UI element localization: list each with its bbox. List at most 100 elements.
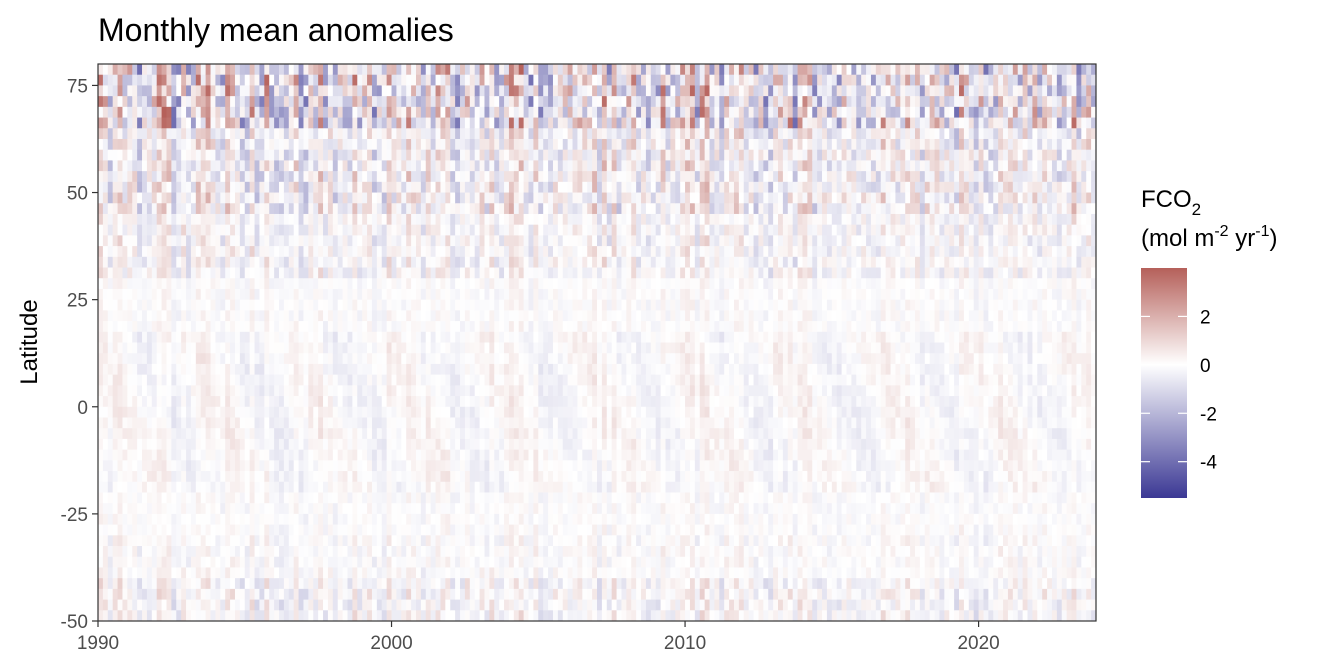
heatmap-cell (396, 438, 402, 451)
heatmap-cell (420, 171, 427, 183)
heatmap-cell (347, 106, 353, 119)
heatmap-cell (225, 192, 231, 204)
heatmap-cell (504, 299, 510, 311)
heatmap-cell (440, 267, 446, 279)
heatmap-cell (523, 503, 530, 515)
heatmap-cell (98, 535, 104, 547)
heatmap-cell (210, 149, 217, 161)
heatmap-cell (357, 128, 363, 140)
heatmap-cell (298, 181, 305, 194)
heatmap-cell (210, 396, 217, 408)
heatmap-cell (327, 460, 334, 472)
heatmap-cell (249, 128, 256, 140)
heatmap-cell (450, 342, 456, 354)
heatmap-cell (548, 224, 554, 236)
heatmap-cell (533, 128, 539, 140)
heatmap-cell (156, 224, 163, 236)
heatmap-cell (406, 288, 412, 301)
heatmap-cell (381, 567, 388, 579)
heatmap-cell (332, 471, 339, 483)
heatmap-cell (107, 171, 114, 183)
heatmap-cell (391, 535, 398, 547)
heatmap-cell (523, 331, 530, 344)
heatmap-cell (142, 331, 148, 344)
heatmap-cell (293, 556, 300, 569)
heatmap-cell (244, 567, 251, 579)
heatmap-cell (181, 203, 187, 215)
heatmap-cell (450, 213, 456, 226)
heatmap-cell (264, 535, 270, 547)
heatmap-cell (146, 610, 153, 621)
heatmap-cell (469, 288, 476, 301)
heatmap-cell (357, 85, 363, 97)
heatmap-cell (239, 256, 246, 269)
heatmap-cell (161, 321, 168, 333)
heatmap-cell (362, 417, 368, 429)
heatmap-cell (460, 599, 466, 611)
heatmap-cell (151, 353, 158, 365)
heatmap-cell (298, 85, 305, 97)
heatmap-cell (504, 149, 510, 161)
heatmap-cell (230, 374, 236, 386)
heatmap-cell (171, 503, 177, 515)
heatmap-cell (460, 321, 466, 333)
heatmap-cell (332, 96, 339, 108)
heatmap-cell (548, 149, 554, 161)
heatmap-cell (494, 85, 500, 97)
heatmap-cell (171, 246, 177, 258)
heatmap-cell (562, 224, 569, 236)
heatmap-cell (367, 353, 373, 365)
heatmap-cell (376, 106, 383, 119)
heatmap-cell (186, 385, 192, 397)
heatmap-cell (239, 599, 246, 611)
heatmap-cell (474, 149, 481, 161)
heatmap-cell (112, 481, 119, 494)
heatmap-cell (411, 213, 417, 226)
heatmap-cell (464, 128, 471, 140)
heatmap-cell (161, 535, 168, 547)
heatmap-cell (293, 224, 300, 236)
heatmap-cell (494, 546, 500, 558)
heatmap-cell (112, 363, 119, 376)
heatmap-cell (401, 481, 407, 494)
heatmap-cell (122, 535, 128, 547)
heatmap-cell (323, 288, 329, 301)
heatmap-cell (479, 331, 486, 344)
heatmap-cell (401, 117, 407, 129)
heatmap-cell (269, 149, 275, 161)
heatmap-cell (474, 363, 481, 376)
heatmap-cell (122, 256, 128, 269)
heatmap-cell (122, 492, 128, 504)
heatmap-cell (283, 588, 290, 601)
heatmap-cell (367, 492, 373, 504)
heatmap-cell (533, 321, 539, 333)
heatmap-cell (117, 203, 124, 215)
heatmap-cell (318, 192, 324, 204)
heatmap-cell (538, 138, 544, 151)
heatmap-cell (132, 64, 138, 76)
heatmap-cell (220, 578, 226, 590)
heatmap-cell (288, 492, 295, 504)
heatmap-cell (200, 503, 207, 515)
heatmap-cell (176, 74, 182, 87)
heatmap-cell (489, 64, 495, 76)
heatmap-cell (151, 599, 158, 611)
heatmap-cell (288, 299, 295, 311)
heatmap-cell (435, 203, 442, 215)
heatmap-cell (244, 299, 251, 311)
heatmap-cell (552, 385, 559, 397)
heatmap-cell (146, 321, 153, 333)
heatmap-cell (186, 331, 192, 344)
heatmap-cell (367, 106, 373, 119)
heatmap-cell (450, 460, 456, 472)
heatmap-cell (112, 224, 119, 236)
heatmap-cell (107, 342, 114, 354)
heatmap-cell (381, 524, 388, 536)
heatmap-cell (504, 610, 510, 621)
heatmap-cell (391, 363, 398, 376)
heatmap-cell (460, 203, 466, 215)
heatmap-cell (323, 64, 329, 76)
heatmap-cell (279, 203, 285, 215)
heatmap-cell (484, 503, 490, 515)
heatmap-cell (234, 310, 241, 322)
